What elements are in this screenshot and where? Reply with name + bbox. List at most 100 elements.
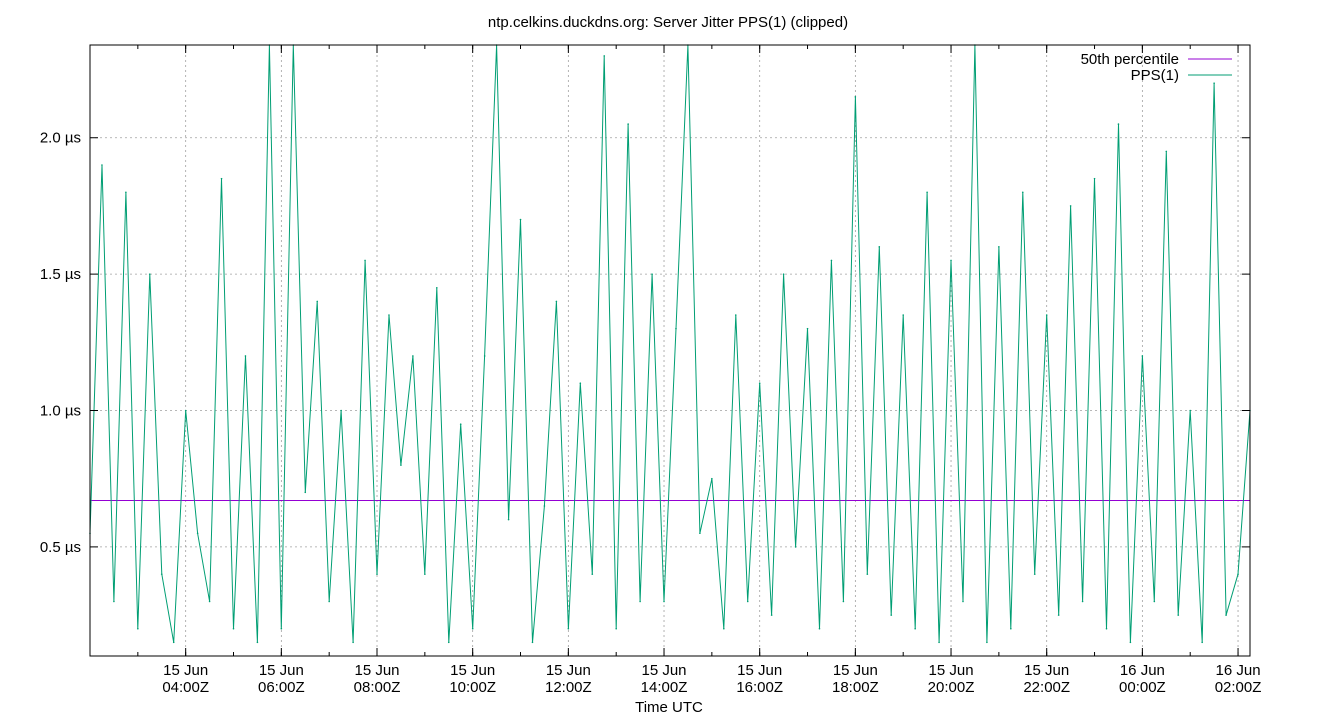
data-point [1142,355,1144,357]
data-point [1189,410,1191,412]
data-point [101,164,103,166]
data-point [855,96,857,98]
data-point [400,464,402,466]
data-point [711,478,713,480]
data-point [1082,601,1084,603]
data-point [591,573,593,575]
data-point [627,123,629,125]
x-tick-label-date: 15 Jun [1024,662,1069,679]
x-tick-label-time: 16:00Z [736,679,783,696]
grid [90,45,1250,656]
data-point [735,314,737,316]
data-point [472,628,474,630]
axis-ticks [90,45,1250,656]
data-point [1237,573,1239,575]
data-point [843,601,845,603]
data-point [125,191,127,193]
data-point [532,642,534,644]
data-point [460,423,462,425]
x-tick-label-date: 15 Jun [259,662,304,679]
x-tick-label-time: 00:00Z [1119,679,1166,696]
data-point [723,628,725,630]
data-point [938,642,940,644]
data-point [352,642,354,644]
data-point [328,601,330,603]
x-tick-label-date: 15 Jun [929,662,974,679]
data-point [1225,614,1227,616]
legend-label: 50th percentile [1081,51,1179,68]
data-point [878,246,880,248]
data-point [173,642,175,644]
data-point [1106,628,1108,630]
data-point [484,355,486,357]
x-tick-label-time: 06:00Z [258,679,305,696]
data-point [1154,601,1156,603]
data-point [1058,614,1060,616]
data-point [783,273,785,275]
data-point [1118,123,1120,125]
data-point [902,314,904,316]
data-point [759,382,761,384]
data-point [1094,178,1096,180]
data-point [962,601,964,603]
data-point [257,642,259,644]
data-point [448,642,450,644]
data-point [137,628,139,630]
data-point [281,628,283,630]
y-tick-label: 0.5 µs [40,539,81,556]
data-point [795,546,797,548]
data-point [508,519,510,521]
data-point [233,628,235,630]
plot-frame [90,45,1250,656]
data-point [639,601,641,603]
data-point [304,492,306,494]
data-point [340,410,342,412]
data-point [364,260,366,262]
x-tick-label-time: 22:00Z [1023,679,1070,696]
data-point [221,178,223,180]
data-point [914,628,916,630]
data-point [568,628,570,630]
data-point [436,287,438,289]
data-point [1046,314,1048,316]
data-point [149,273,151,275]
x-tick-label-time: 10:00Z [449,679,496,696]
data-point [197,532,199,534]
data-point [615,628,617,630]
x-tick-label-time: 04:00Z [162,679,209,696]
data-point [926,191,928,193]
x-tick-label-time: 02:00Z [1215,679,1262,696]
data-point [520,219,522,221]
data-point [663,601,665,603]
data-point [747,601,749,603]
data-point [998,246,1000,248]
x-tick-label-time: 20:00Z [928,679,975,696]
data-point [1130,642,1132,644]
data-point [675,328,677,330]
x-tick-label-time: 14:00Z [641,679,688,696]
data-point [209,601,211,603]
x-axis-label: Time UTC [635,699,703,716]
x-tick-label-date: 16 Jun [1120,662,1165,679]
data-point [890,614,892,616]
data-point [388,314,390,316]
data-point [699,532,701,534]
x-tick-label-time: 12:00Z [545,679,592,696]
data-point [807,328,809,330]
data-point [771,614,773,616]
data-point [161,573,163,575]
x-tick-label-date: 15 Jun [450,662,495,679]
y-tick-label: 1.0 µs [40,403,81,420]
x-tick-label-date: 15 Jun [737,662,782,679]
data-point [1213,82,1215,84]
x-tick-label-date: 15 Jun [641,662,686,679]
x-tick-label-time: 08:00Z [354,679,401,696]
data-point [544,505,546,507]
legend-label: PPS(1) [1131,67,1179,84]
data-point [1165,151,1167,153]
y-tick-label: 1.5 µs [40,266,81,283]
data-point [412,355,414,357]
data-point [819,628,821,630]
